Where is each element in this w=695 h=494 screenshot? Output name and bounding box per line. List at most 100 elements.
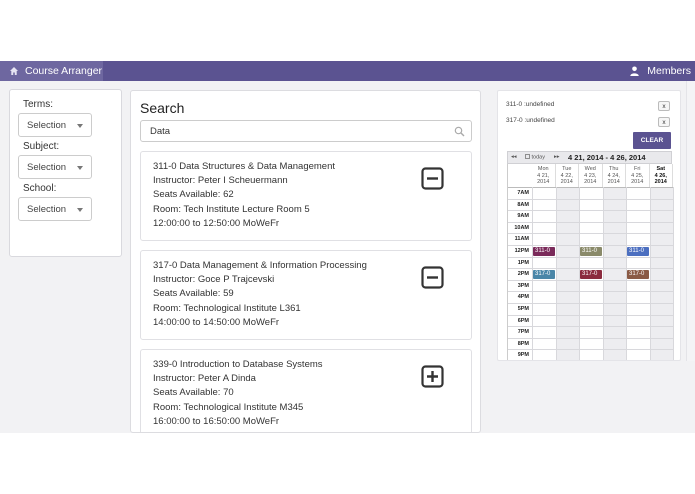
- day-header-date: 4 21,: [537, 172, 550, 179]
- hour-label: 1PM: [517, 259, 529, 266]
- today-button[interactable]: today: [525, 154, 545, 161]
- add-course-icon[interactable]: [421, 365, 444, 388]
- day-header-date: 4 26,: [654, 172, 667, 179]
- header-divider: [508, 187, 673, 188]
- calendar-event[interactable]: 311-0: [627, 246, 649, 256]
- day-column-shade: [555, 187, 579, 360]
- day-divider: [602, 187, 604, 360]
- caret-down-icon: [77, 124, 83, 128]
- calendar-event[interactable]: 317-0: [580, 269, 602, 279]
- user-icon: [630, 66, 639, 76]
- home-icon: [10, 67, 18, 75]
- hour-line: [508, 198, 673, 200]
- day-divider: [626, 187, 627, 360]
- search-query: Data: [150, 125, 171, 137]
- hour-label: 9AM: [517, 213, 529, 220]
- school-select[interactable]: Selection: [18, 197, 92, 221]
- clear-button[interactable]: CLEAR: [633, 132, 671, 149]
- day-header: Thu 4 24, 2014: [603, 164, 626, 187]
- remove-course-icon[interactable]: [421, 266, 444, 289]
- hour-label: 7PM: [517, 329, 529, 336]
- day-header-date: 4 23,: [584, 172, 597, 179]
- day-divider: [673, 187, 674, 360]
- day-header: Fri 4 25, 2014: [626, 164, 650, 187]
- brand-label: Course Arranger: [25, 65, 103, 77]
- search-icon: [454, 126, 465, 137]
- day-divider: [579, 187, 580, 360]
- day-header-name: Thu: [609, 166, 619, 172]
- calendar-panel: 311-0 :undefined x 317-0 :undefined x CL…: [497, 90, 681, 361]
- day-header: Mon 4 21, 2014: [532, 164, 556, 187]
- remove-selected-button[interactable]: x: [658, 101, 670, 111]
- search-title: Search: [140, 100, 185, 116]
- search-panel: Search Data 311-0 Data Structures & Data…: [130, 90, 481, 433]
- day-header-year: 2014: [584, 179, 597, 185]
- course-card: 339-0 Introduction to Database Systems I…: [140, 349, 472, 432]
- day-header-year: 2014: [607, 179, 620, 185]
- day-header-date: 4 24,: [607, 172, 620, 179]
- subject-label: Subject:: [23, 141, 60, 152]
- course-card: 317-0 Data Management & Information Proc…: [140, 250, 472, 340]
- course-instructor: Instructor: Peter I Scheuermann: [153, 175, 288, 186]
- day-column-shade: [649, 187, 673, 360]
- hour-line: [508, 233, 673, 235]
- calendar-event[interactable]: 317-0: [533, 269, 555, 279]
- subject-select-value: Selection: [27, 161, 67, 173]
- hour-line: [508, 245, 673, 246]
- today-label: today: [531, 154, 545, 161]
- brand-link[interactable]: Course Arranger: [0, 61, 103, 81]
- hour-label: 8PM: [517, 340, 529, 347]
- course-time: 16:00:00 to 16:50:00 MoWeFr: [153, 416, 280, 427]
- hour-line: [508, 256, 673, 258]
- day-divider: [555, 187, 557, 360]
- course-title: 339-0 Introduction to Database Systems: [153, 359, 323, 370]
- day-header-name: Mon: [537, 166, 549, 172]
- day-header-name: Fri: [634, 166, 641, 172]
- remove-selected-button[interactable]: x: [658, 117, 670, 127]
- calendar-event[interactable]: 311-0: [533, 246, 555, 256]
- course-room: Room: Technological Institute M345: [153, 402, 304, 413]
- members-label: Members: [647, 65, 691, 77]
- school-label: School:: [23, 183, 57, 194]
- navbar: Course Arranger Members: [0, 61, 695, 81]
- terms-select-value: Selection: [27, 119, 67, 131]
- calendar-event[interactable]: 317-0: [627, 269, 649, 279]
- prev-week-button[interactable]: ◂◂: [511, 154, 517, 160]
- day-divider: [532, 187, 533, 360]
- hour-label: 11AM: [514, 236, 529, 243]
- day-header: Sat 4 26, 2014: [650, 164, 673, 187]
- day-header-year: 2014: [654, 179, 667, 185]
- hour-line: [508, 291, 673, 293]
- calendar-icon: [525, 154, 530, 159]
- scrollbar[interactable]: [686, 81, 695, 361]
- hour-label: 2PM: [517, 271, 529, 278]
- course-time: 12:00:00 to 12:50:00 MoWeFr: [153, 218, 280, 229]
- search-input[interactable]: Data: [140, 120, 472, 142]
- calendar-event[interactable]: 311-0: [580, 246, 602, 256]
- next-week-button[interactable]: ▸▸: [554, 154, 560, 160]
- day-header-year: 2014: [537, 179, 550, 185]
- course-instructor: Instructor: Goce P Trajcevski: [153, 274, 275, 285]
- members-link[interactable]: Members: [630, 61, 691, 81]
- course-room: Room: Technological Institute L361: [153, 303, 301, 314]
- school-select-value: Selection: [27, 203, 67, 215]
- day-header: Tue 4 22, 2014: [556, 164, 579, 187]
- hour-label: 10AM: [514, 224, 529, 231]
- course-instructor: Instructor: Peter A Dinda: [153, 373, 256, 384]
- terms-select[interactable]: Selection: [18, 113, 92, 137]
- remove-course-icon[interactable]: [421, 167, 444, 190]
- course-title: 311-0 Data Structures & Data Management: [153, 161, 336, 172]
- calendar-toolbar: ◂◂ today ▸▸ 4 21, 2014 - 4 26, 2014: [507, 151, 672, 164]
- course-seats: Seats Available: 70: [153, 387, 234, 398]
- hour-label: 8AM: [517, 201, 529, 208]
- day-header-name: Sat: [656, 166, 666, 172]
- hour-label: 12PM: [514, 248, 529, 254]
- subject-select[interactable]: Selection: [18, 155, 92, 179]
- hour-line: [508, 314, 673, 316]
- terms-label: Terms:: [23, 99, 53, 110]
- day-divider: [649, 187, 651, 360]
- day-header-year: 2014: [631, 179, 644, 185]
- course-time: 14:00:00 to 14:50:00 MoWeFr: [153, 317, 280, 328]
- hour-line: [508, 221, 673, 223]
